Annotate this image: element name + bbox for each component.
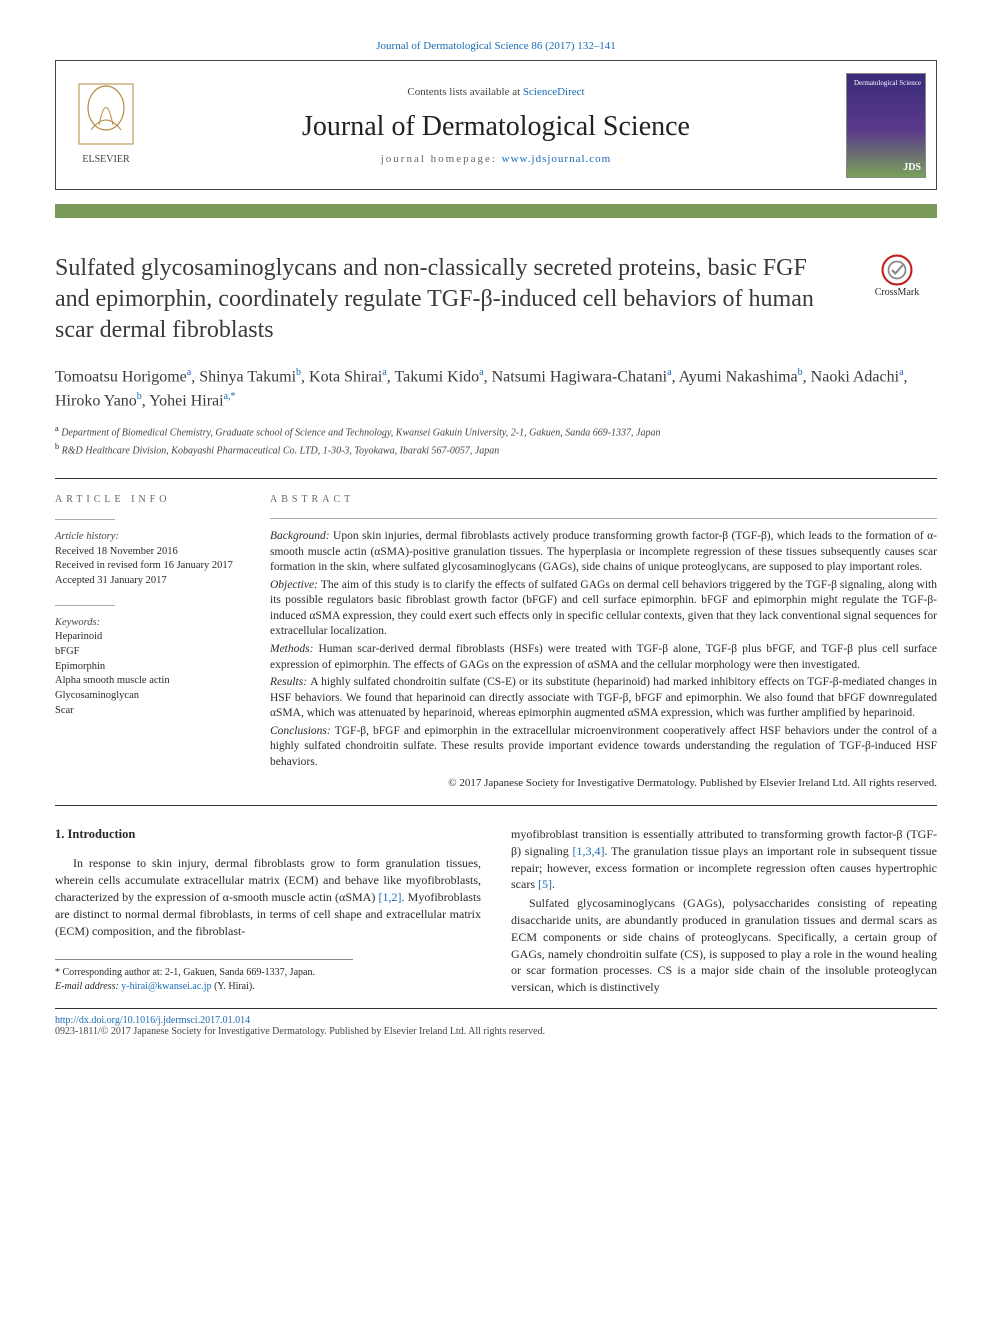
page-footer: http://dx.doi.org/10.1016/j.jdermsci.201…: [55, 1008, 937, 1037]
keywords-label: Keywords:: [55, 616, 250, 631]
abstract-copyright: © 2017 Japanese Society for Investigativ…: [270, 776, 937, 791]
author-affil-marker: a: [479, 367, 483, 378]
intro-paragraph-3: Sulfated glycosaminoglycans (GAGs), poly…: [511, 895, 937, 996]
intro-p2c: .: [552, 877, 555, 891]
abstract-background: Upon skin injuries, dermal fibroblasts a…: [270, 530, 937, 573]
author: Hiroko Yano: [55, 392, 137, 409]
history-label: Article history:: [55, 530, 250, 545]
homepage-prefix: journal homepage:: [381, 153, 502, 165]
author: Ayumi Nakashima: [679, 368, 798, 385]
accepted-date: Accepted 31 January 2017: [55, 574, 250, 589]
objective-label: Objective:: [270, 579, 321, 591]
body-columns: 1. Introduction In response to skin inju…: [55, 826, 937, 998]
crossmark-label: CrossMark: [875, 287, 919, 298]
cover-thumbnail: Dermatological Science JDS: [836, 61, 936, 189]
author: Tomoatsu Horigome: [55, 368, 187, 385]
corr-email-suffix: (Y. Hirai).: [212, 981, 255, 992]
elsevier-logo: ELSEVIER: [56, 61, 156, 189]
homepage-line: journal homepage: www.jdsjournal.com: [381, 153, 611, 165]
abstract-conclusions: TGF-β, bFGF and epimorphin in the extrac…: [270, 725, 937, 768]
affiliations: a Department of Biomedical Chemistry, Gr…: [55, 423, 937, 458]
received-date: Received 18 November 2016: [55, 545, 250, 560]
article-history: Article history: Received 18 November 20…: [55, 530, 250, 589]
article-info-heading: ARTICLE INFO: [55, 493, 250, 507]
footer-copyright: 0923-1811/© 2017 Japanese Society for In…: [55, 1026, 937, 1037]
abstract-column: ABSTRACT Background: Upon skin injuries,…: [270, 493, 937, 791]
author-affil-marker: b: [296, 367, 301, 378]
abstract-methods: Human scar-derived dermal fibroblasts (H…: [270, 643, 937, 671]
author: Yohei Hirai: [149, 392, 223, 409]
author-list: Tomoatsu Horigomea, Shinya Takumib, Kota…: [55, 365, 937, 414]
author-affil-marker: a: [187, 367, 191, 378]
crossmark-badge[interactable]: CrossMark: [857, 253, 937, 298]
svg-text:ELSEVIER: ELSEVIER: [82, 154, 130, 165]
running-head[interactable]: Journal of Dermatological Science 86 (20…: [55, 40, 937, 52]
keyword: Scar: [55, 704, 250, 719]
keywords-block: Keywords: HeparinoidbFGFEpimorphinAlpha …: [55, 616, 250, 719]
info-abstract-row: ARTICLE INFO Article history: Received 1…: [55, 478, 937, 806]
sciencedirect-link[interactable]: ScienceDirect: [523, 86, 585, 98]
keyword: Epimorphin: [55, 660, 250, 675]
contents-prefix: Contents lists available at: [407, 86, 522, 98]
author-affil-marker: a: [899, 367, 903, 378]
ref-link-1-3-4[interactable]: [1,3,4]: [573, 844, 605, 858]
keyword: Alpha smooth muscle actin: [55, 674, 250, 689]
cover-bottom-label: JDS: [903, 162, 921, 173]
body-right-column: myofibroblast transition is essentially …: [511, 826, 937, 998]
page-container: Journal of Dermatological Science 86 (20…: [0, 0, 992, 1067]
background-label: Background:: [270, 530, 333, 542]
doi-link[interactable]: http://dx.doi.org/10.1016/j.jdermsci.201…: [55, 1015, 250, 1026]
affiliation-a: Department of Biomedical Chemistry, Grad…: [61, 428, 660, 439]
affiliation-b: R&D Healthcare Division, Kobayashi Pharm…: [62, 445, 500, 456]
cover-top-label: Dermatological Science: [854, 80, 921, 88]
homepage-link[interactable]: www.jdsjournal.com: [502, 153, 612, 165]
author: Naoki Adachi: [811, 368, 899, 385]
author: Natsumi Hagiwara-Chatani: [492, 368, 668, 385]
abstract-results: A highly sulfated chondroitin sulfate (C…: [270, 676, 937, 719]
conclusions-label: Conclusions:: [270, 725, 335, 737]
revised-date: Received in revised form 16 January 2017: [55, 559, 250, 574]
body-left-column: 1. Introduction In response to skin inju…: [55, 826, 481, 998]
contents-available: Contents lists available at ScienceDirec…: [407, 86, 584, 98]
green-rule: [55, 204, 937, 218]
corresponding-author: * Corresponding author at: 2-1, Gakuen, …: [55, 959, 353, 994]
article-info-column: ARTICLE INFO Article history: Received 1…: [55, 493, 270, 791]
intro-paragraph-1: In response to skin injury, dermal fibro…: [55, 855, 481, 939]
journal-name: Journal of Dermatological Science: [302, 111, 690, 143]
results-label: Results:: [270, 676, 310, 688]
ref-link-1-2[interactable]: [1,2]: [379, 890, 402, 904]
corr-address: * Corresponding author at: 2-1, Gakuen, …: [55, 966, 353, 980]
keyword: bFGF: [55, 645, 250, 660]
header-center: Contents lists available at ScienceDirec…: [156, 61, 836, 189]
keyword: Glycosaminoglycan: [55, 689, 250, 704]
corr-email-link[interactable]: y-hirai@kwansei.ac.jp: [121, 981, 211, 992]
author: Takumi Kido: [395, 368, 480, 385]
methods-label: Methods:: [270, 643, 318, 655]
intro-heading: 1. Introduction: [55, 826, 481, 844]
article-title: Sulfated glycosaminoglycans and non-clas…: [55, 253, 837, 347]
author-affil-marker: a,*: [224, 391, 236, 402]
journal-header: ELSEVIER Contents lists available at Sci…: [55, 60, 937, 190]
author: Shinya Takumi: [199, 368, 296, 385]
abstract-heading: ABSTRACT: [270, 493, 937, 507]
abstract-objective: The aim of this study is to clarify the …: [270, 579, 937, 638]
author-affil-marker: a: [382, 367, 386, 378]
crossmark-icon: [880, 253, 914, 287]
author-affil-marker: a: [667, 367, 671, 378]
email-label: E-mail address:: [55, 981, 121, 992]
author: Kota Shirai: [309, 368, 382, 385]
intro-paragraph-2: myofibroblast transition is essentially …: [511, 826, 937, 893]
author-affil-marker: b: [137, 391, 142, 402]
keyword: Heparinoid: [55, 630, 250, 645]
author-affil-marker: b: [798, 367, 803, 378]
ref-link-5[interactable]: [5]: [538, 877, 552, 891]
